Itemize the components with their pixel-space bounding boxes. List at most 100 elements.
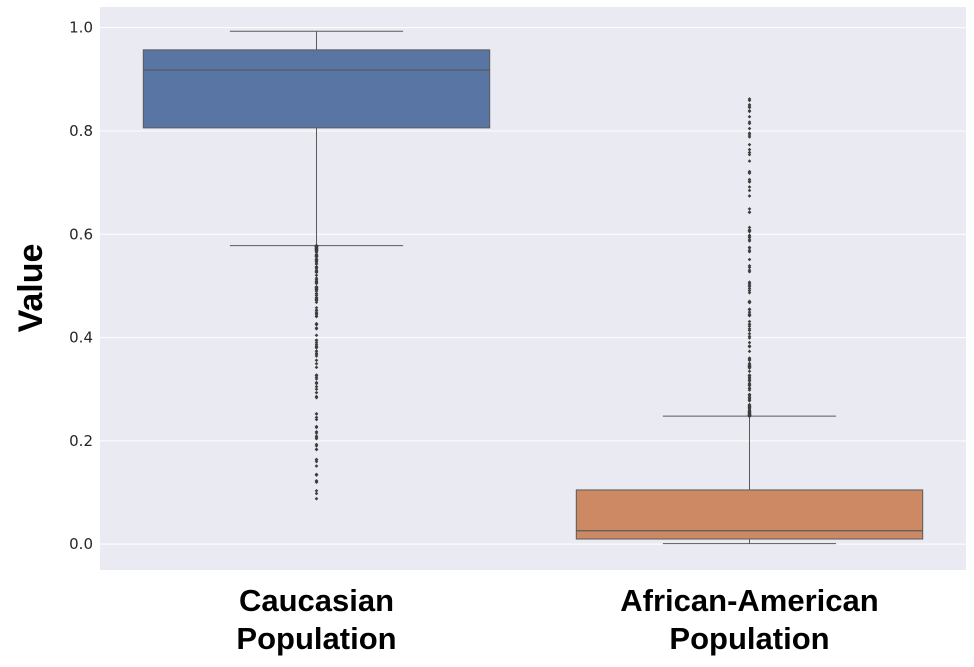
outlier-point	[314, 313, 319, 317]
outlier-point	[314, 358, 319, 363]
outlier-point	[314, 276, 319, 280]
outlier-point	[747, 147, 752, 152]
outlier-point	[747, 131, 752, 136]
outlier-point	[314, 365, 319, 370]
outlier-point	[314, 257, 319, 262]
outlier-point	[747, 388, 752, 392]
outlier-point	[747, 284, 752, 289]
box	[142, 49, 491, 129]
outlier-point	[747, 210, 752, 215]
outlier-point	[314, 305, 319, 310]
outlier-point	[314, 390, 319, 395]
x-category-label: African-American	[620, 583, 878, 618]
outlier-point	[314, 333, 319, 338]
outlier-point	[747, 159, 752, 163]
outlier-point	[747, 288, 752, 293]
outlier-point	[314, 340, 319, 345]
outlier-point	[747, 135, 752, 139]
outlier-point	[314, 464, 319, 468]
outlier-point	[747, 281, 752, 285]
outlier-point	[314, 349, 319, 353]
x-category-label: Population	[236, 621, 396, 656]
y-tick-label: 0.6	[69, 225, 93, 243]
outlier-point	[314, 488, 319, 493]
outlier-point	[314, 267, 319, 271]
outlier-point	[747, 340, 752, 345]
outlier-point	[314, 293, 319, 298]
outlier-point	[314, 478, 319, 483]
outlier-point	[747, 150, 752, 155]
outlier-point	[747, 410, 752, 414]
outlier-point	[314, 380, 319, 385]
outlier-point	[314, 278, 319, 282]
y-tick-label: 0.0	[69, 535, 93, 553]
outlier-point	[747, 228, 752, 233]
outlier-point	[314, 384, 319, 389]
outlier-point	[314, 342, 319, 347]
outlier-point	[747, 286, 752, 291]
outlier-point	[314, 281, 319, 286]
outlier-point	[314, 435, 319, 439]
outlier-point	[314, 289, 319, 293]
outlier-point	[747, 268, 752, 272]
outlier-point	[314, 345, 319, 350]
outlier-point	[747, 322, 752, 327]
outlier-point	[314, 309, 319, 313]
outlier-point	[314, 354, 319, 358]
outlier-point	[747, 319, 752, 324]
outlier-point	[314, 300, 319, 305]
outlier-point	[747, 405, 752, 409]
outlier-point	[314, 377, 319, 381]
outlier-point	[314, 429, 319, 434]
outliers	[314, 97, 752, 501]
outlier-point	[314, 273, 319, 278]
x-category-label: Caucasian	[239, 583, 394, 618]
outlier-point	[747, 328, 752, 333]
y-tick-label: 1.0	[69, 19, 93, 37]
outlier-point	[747, 369, 752, 374]
outlier-point	[314, 338, 319, 342]
outlier-point	[747, 307, 752, 312]
outlier-point	[314, 296, 319, 300]
outlier-point	[747, 358, 752, 363]
outlier-point	[747, 179, 752, 184]
category-labels: CaucasianPopulationAfrican-AmericanPopul…	[236, 583, 878, 656]
outlier-point	[314, 264, 319, 269]
outlier-point	[747, 245, 752, 250]
outlier-point	[747, 344, 752, 349]
y-tick-labels: 0.0 0.2 0.4 0.6 0.8 1.0	[69, 19, 93, 554]
outlier-point	[747, 398, 752, 402]
outlier-point	[747, 207, 752, 211]
outlier-point	[314, 417, 319, 422]
y-tick-label: 0.8	[69, 122, 93, 140]
outlier-point	[314, 285, 319, 289]
outlier-point	[747, 373, 752, 378]
outlier-point	[314, 415, 319, 420]
outlier-point	[747, 386, 752, 390]
outlier-point	[747, 331, 752, 336]
outlier-point	[314, 246, 319, 250]
outlier-point	[747, 356, 752, 360]
outlier-point	[314, 496, 319, 501]
outlier-point	[314, 394, 319, 399]
outlier-point	[314, 459, 319, 464]
y-tick-label: 0.2	[69, 432, 93, 450]
outlier-point	[314, 491, 319, 496]
outlier-point	[747, 313, 752, 318]
outlier-point	[314, 412, 319, 416]
outlier-point	[314, 361, 319, 366]
outlier-point	[747, 108, 752, 113]
outlier-point	[747, 413, 752, 418]
outlier-point	[747, 142, 752, 147]
outlier-point	[747, 361, 752, 366]
outlier-point	[314, 262, 319, 266]
outlier-point	[747, 188, 752, 193]
outlier-point	[747, 383, 752, 387]
outlier-point	[314, 387, 319, 392]
outlier-point	[747, 194, 752, 198]
outlier-point	[747, 324, 752, 329]
outlier-point	[314, 425, 319, 430]
outlier-point	[747, 379, 752, 383]
outlier-point	[747, 133, 752, 137]
